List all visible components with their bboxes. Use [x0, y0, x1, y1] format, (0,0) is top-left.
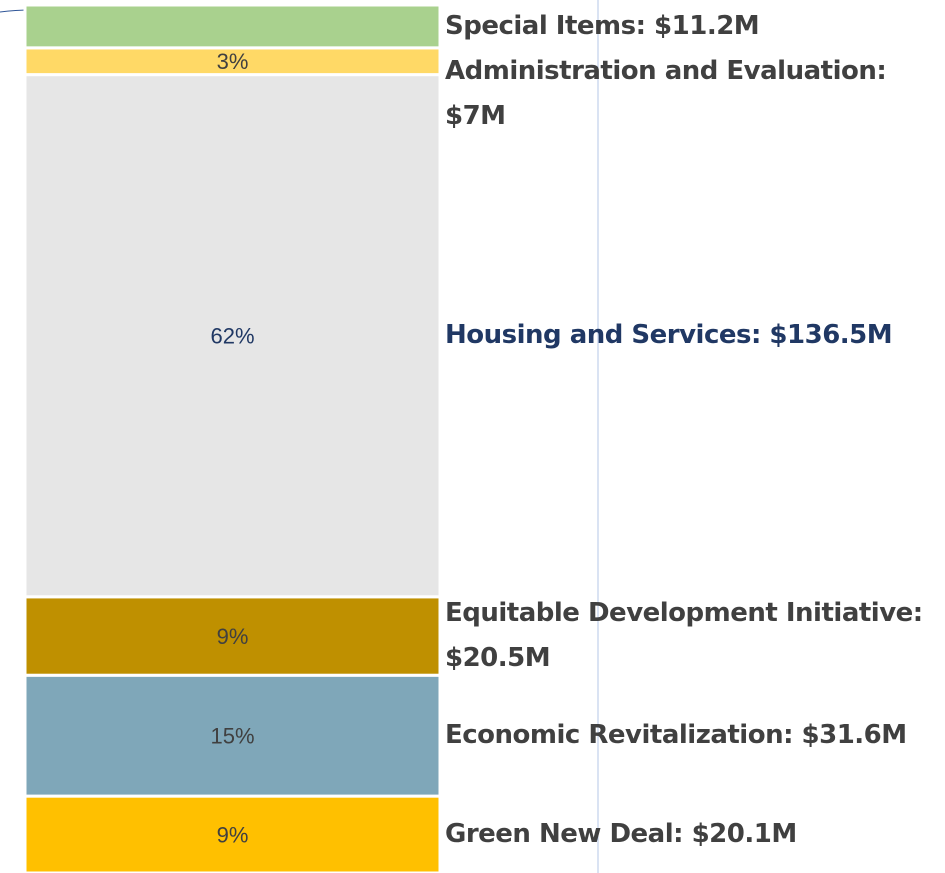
category-label: Administration and Evaluation: $7M	[445, 55, 887, 131]
bar-segment	[23, 73, 442, 599]
bar-segment	[23, 794, 442, 873]
bar-segment	[23, 595, 442, 677]
value-label: 9%	[217, 822, 249, 847]
value-label: 9%	[217, 624, 249, 649]
value-label: 15%	[210, 723, 254, 748]
bar-segment	[23, 673, 442, 798]
bar-segment	[23, 3, 442, 50]
value-label: 3%	[217, 49, 249, 74]
value-label: 62%	[210, 324, 254, 349]
category-label: Housing and Services: $136.5M	[445, 320, 893, 351]
category-label: Equitable Development Initiative: $20.5M	[445, 598, 923, 673]
bar-segment	[23, 46, 442, 77]
category-label: Economic Revitalization: $31.6M	[445, 720, 907, 751]
category-label: Green New Deal: $20.1M	[445, 819, 797, 850]
category-label: Special Items: $11.2M	[445, 10, 760, 41]
